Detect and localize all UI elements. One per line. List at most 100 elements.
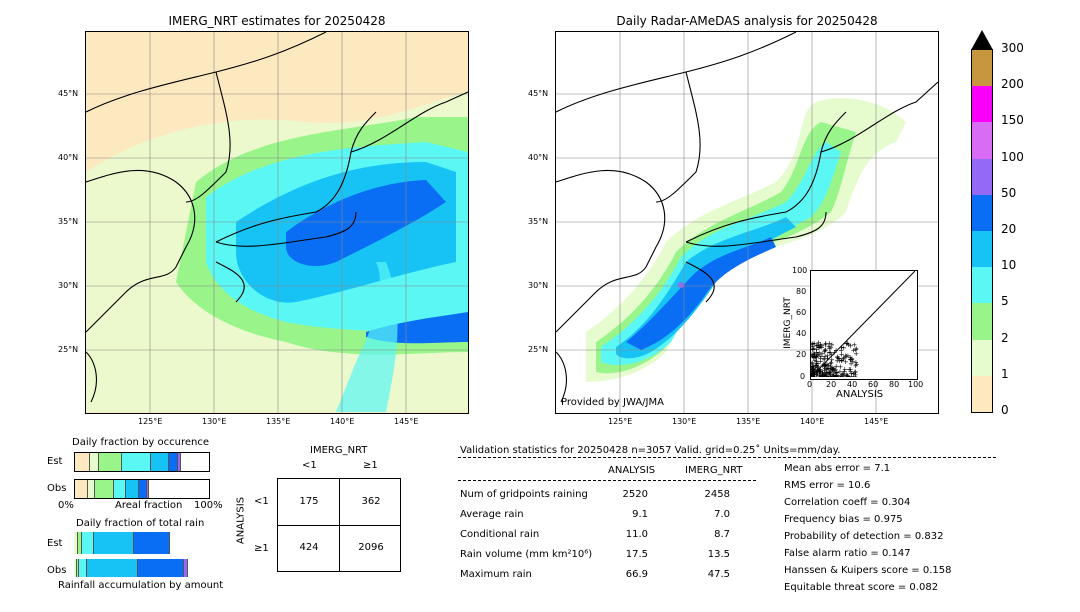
scatter-point: + (816, 373, 822, 377)
scatter-xtick-40: 40 (847, 380, 858, 389)
scatter-point: + (811, 368, 817, 376)
validation-header: Validation statistics for 20250428 n=305… (460, 445, 841, 456)
scatter-point: + (824, 370, 830, 377)
header-dash (458, 457, 996, 458)
score-6: Hanssen & Kuipers score = 0.158 (784, 565, 952, 576)
occurrence-obs-bar (74, 479, 210, 499)
scatter-point: + (815, 370, 821, 377)
colorbar-segment (972, 122, 992, 159)
score-1: RMS error = 10.6 (784, 480, 871, 491)
scatter-point: + (812, 373, 818, 377)
contingency-row-lt1: <1 (254, 496, 269, 507)
left-lat-30: 30°N (58, 281, 79, 290)
scatter-point: + (812, 350, 818, 358)
scatter-point: + (813, 362, 819, 370)
scatter-point: + (811, 363, 815, 371)
occurrence-est-label: Est (47, 456, 63, 467)
fraction-segment (79, 559, 88, 577)
scatter-point: + (849, 372, 855, 377)
scatter-point: + (838, 346, 844, 354)
scatter-point: + (825, 364, 831, 372)
scatter-point: + (822, 361, 828, 369)
contingency-col-ge1: ≥1 (363, 460, 378, 471)
scatter-point: + (811, 360, 815, 368)
left-lon-145: 145°E (394, 417, 419, 426)
scatter-point: + (848, 365, 854, 373)
scatter-point: + (817, 367, 823, 375)
scatter-point: + (844, 371, 850, 377)
fraction-segment (99, 453, 122, 471)
scatter-point: + (822, 372, 828, 377)
right-lat-30: 30°N (528, 281, 549, 290)
scatter-point: + (824, 360, 830, 368)
scatter-point: + (846, 365, 852, 373)
row-analysis-1: 9.1 (632, 509, 648, 520)
scatter-point: + (811, 359, 815, 367)
scatter-point: + (851, 370, 857, 377)
scatter-point: + (823, 370, 829, 377)
colorbar-label: 5 (1001, 294, 1009, 309)
scatter-point: + (811, 373, 817, 377)
colorbar (971, 30, 993, 414)
scatter-point: + (811, 351, 817, 359)
scatter-point: + (823, 372, 829, 377)
scatter-point: + (853, 345, 859, 353)
scatter-point: + (815, 367, 821, 375)
colorbar-label: 0 (1001, 403, 1009, 417)
contingency-cell-d: 2096 (358, 542, 384, 553)
total-title: Daily fraction of total rain (76, 518, 205, 529)
scatter-point: + (811, 373, 816, 377)
occurrence-est-bar (74, 452, 210, 472)
colorbar-segment (972, 375, 992, 412)
fraction-segment (88, 480, 96, 498)
radar-area-blue (626, 237, 776, 350)
colorbar-segment (972, 194, 992, 231)
score-3: Frequency bias = 0.975 (784, 514, 903, 525)
scatter-point: + (831, 367, 837, 375)
scatter-point: + (845, 339, 851, 347)
scatter-point: + (832, 348, 838, 356)
scatter-point: + (814, 353, 820, 361)
scatter-point: + (811, 370, 816, 377)
scatter-point: + (811, 340, 816, 348)
right-lon-125: 125°E (608, 417, 633, 426)
scatter-point: + (818, 358, 824, 366)
scatter-point: + (819, 372, 825, 377)
scatter-point: + (811, 366, 815, 374)
scatter-point: + (826, 344, 832, 352)
scatter-point: + (828, 371, 834, 377)
scatter-point: + (815, 351, 821, 359)
row-label-2: Conditional rain (460, 529, 540, 540)
scatter-point: + (848, 367, 854, 375)
scatter-point: + (829, 365, 835, 373)
row-imerg-2: 8.7 (714, 529, 730, 540)
colorbar-label: 10 (1001, 258, 1017, 273)
scatter-point: + (817, 373, 823, 377)
row-label-3: Rain volume (mm km²10⁶) (460, 549, 593, 560)
left-lon-140: 140°E (330, 417, 355, 426)
scatter-point: + (813, 360, 819, 368)
fraction-segment (74, 559, 77, 577)
left-lon-130: 130°E (202, 417, 227, 426)
left-map-title: IMERG_NRT estimates for 20250428 (168, 14, 386, 28)
scatter-point: + (816, 368, 822, 376)
fraction-segment (78, 532, 83, 554)
scatter-ytick-20: 20 (796, 350, 807, 359)
scatter-point: + (811, 372, 816, 377)
scatter-point: + (853, 350, 859, 358)
scatter-inset: + + + + + + + + + + + + + + + + + + + + + + + + + + + + + + + + + + + + + + + +… (809, 270, 918, 381)
scatter-point: + (824, 361, 830, 369)
scatter-point: + (826, 369, 832, 377)
scatter-point: + (811, 353, 817, 361)
table-dash (458, 480, 756, 481)
scatter-point: + (822, 361, 828, 369)
scatter-point: + (811, 365, 816, 373)
fraction-segment (95, 480, 114, 498)
scatter-point: + (820, 362, 826, 370)
scatter-point: + (816, 344, 822, 352)
row-imerg-0: 2458 (704, 489, 730, 500)
fraction-segment (87, 559, 139, 577)
scatter-point: + (836, 357, 842, 365)
scatter-point: + (815, 367, 821, 375)
scatter-point: + (811, 371, 816, 377)
